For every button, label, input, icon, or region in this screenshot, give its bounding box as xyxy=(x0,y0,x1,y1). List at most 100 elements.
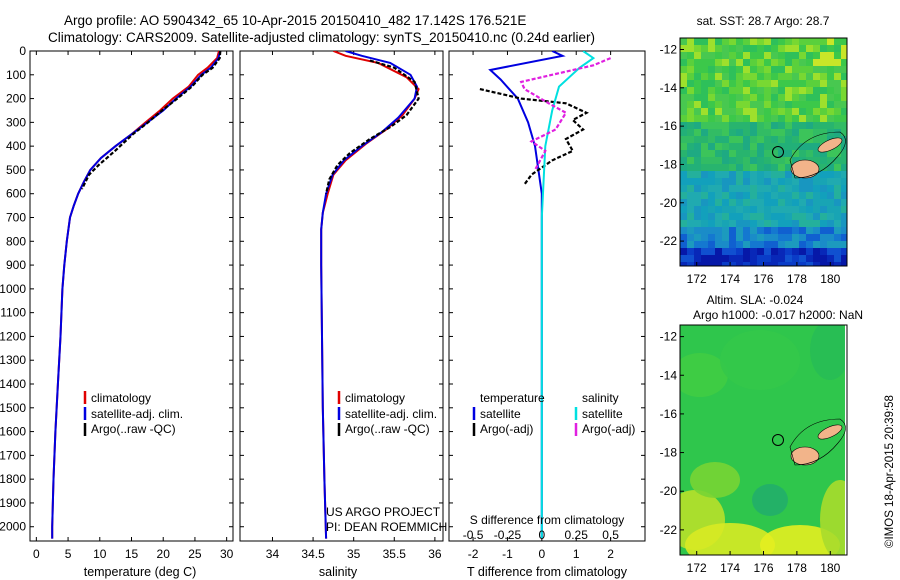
sst-cell xyxy=(764,234,771,241)
sst-cell xyxy=(778,255,785,262)
sst-cell xyxy=(813,199,820,206)
sst-cell xyxy=(771,129,778,136)
sst-cell xyxy=(729,38,736,45)
sst-cell xyxy=(680,234,687,241)
sst-cell xyxy=(799,143,806,150)
temperature-legend: climatology satellite-adj. clim. Argo(..… xyxy=(83,391,183,436)
sst-cell xyxy=(708,248,715,255)
sst-cell xyxy=(694,59,701,66)
sst-cell xyxy=(687,255,694,262)
sst-cell xyxy=(806,59,813,66)
sst-cell xyxy=(813,227,820,234)
sst-cell xyxy=(771,59,778,66)
sst-cell xyxy=(806,220,813,227)
sst-cell xyxy=(680,52,687,59)
sst-cell xyxy=(813,178,820,185)
sst-cell xyxy=(680,45,687,52)
sst-cell xyxy=(708,115,715,122)
sst-cell xyxy=(813,94,820,101)
sst-cell xyxy=(736,45,743,52)
sst-cell xyxy=(694,192,701,199)
sst-cell xyxy=(736,66,743,73)
x-tick-label: -1 xyxy=(502,547,513,561)
sst-cell xyxy=(764,115,771,122)
sst-cell xyxy=(736,262,743,266)
sst-cell xyxy=(813,73,820,80)
sst-cell xyxy=(792,213,799,220)
sst-cell xyxy=(806,80,813,87)
sst-cell xyxy=(799,178,806,185)
sst-cell xyxy=(813,157,820,164)
sst-cell xyxy=(687,87,694,94)
sst-cell xyxy=(792,262,799,266)
sst-cell xyxy=(841,136,847,143)
sst-cell xyxy=(813,150,820,157)
sst-cell xyxy=(764,38,771,45)
sst-cell xyxy=(680,101,687,108)
sst-cell xyxy=(750,255,757,262)
x-tick-label: 35.5 xyxy=(383,547,407,561)
sst-cell xyxy=(715,66,722,73)
sst-cell xyxy=(743,108,750,115)
sst-cell xyxy=(820,129,827,136)
sst-cell xyxy=(743,87,750,94)
sst-cell xyxy=(820,234,827,241)
sst-cell xyxy=(757,227,764,234)
sst-cell xyxy=(841,262,847,266)
y-tick-label: 1900 xyxy=(0,496,26,510)
sst-cell xyxy=(834,157,841,164)
sst-cell xyxy=(827,220,834,227)
sst-cell xyxy=(792,38,799,45)
sst-cell xyxy=(715,143,722,150)
sst-cell xyxy=(827,94,834,101)
sst-cell xyxy=(820,241,827,248)
sst-cell xyxy=(827,122,834,129)
sst-cell xyxy=(820,213,827,220)
sst-cell xyxy=(722,248,729,255)
sst-cell xyxy=(715,199,722,206)
sst-cell xyxy=(813,248,820,255)
sst-cell xyxy=(806,52,813,59)
salinity-legend: climatology satellite-adj. clim. Argo(..… xyxy=(337,391,437,436)
sst-cell xyxy=(680,192,687,199)
sst-cell xyxy=(764,94,771,101)
sst-cell xyxy=(785,101,792,108)
sst-cell xyxy=(722,255,729,262)
sst-cell xyxy=(785,143,792,150)
sst-cell xyxy=(701,101,708,108)
sst-cell xyxy=(778,129,785,136)
sst-cell xyxy=(841,234,847,241)
sst-cell xyxy=(680,213,687,220)
map-y-tick-label: -12 xyxy=(660,42,678,56)
sst-cell xyxy=(736,199,743,206)
sst-cell xyxy=(841,73,847,80)
sst-cell xyxy=(715,171,722,178)
sst-cell xyxy=(750,213,757,220)
sst-cell xyxy=(687,38,694,45)
y-tick-label: 1100 xyxy=(0,306,26,320)
sst-cell xyxy=(687,115,694,122)
sst-cell xyxy=(757,213,764,220)
legend-sat-label: satellite-adj. clim. xyxy=(91,407,183,421)
sst-cell xyxy=(785,108,792,115)
sst-cell xyxy=(708,199,715,206)
sst-cell xyxy=(792,45,799,52)
sst-cell xyxy=(827,171,834,178)
y-tick-label: 800 xyxy=(6,234,26,248)
sst-cell xyxy=(680,115,687,122)
x-tick-label: 0 xyxy=(33,547,40,561)
sst-cell xyxy=(799,59,806,66)
series-line-climatology xyxy=(51,51,220,539)
sst-cell xyxy=(750,73,757,80)
y-tick-label: 2000 xyxy=(0,520,26,534)
sst-cell xyxy=(743,129,750,136)
imos-credit: ©IMOS 18-Apr-2015 20:39:58 xyxy=(884,395,896,548)
sst-cell xyxy=(722,38,729,45)
sst-cell xyxy=(750,199,757,206)
sst-cell xyxy=(792,129,799,136)
sst-cell xyxy=(834,94,841,101)
legend-argo-label: Argo(..raw -QC) xyxy=(91,422,176,436)
sst-cell xyxy=(827,248,834,255)
x2-tick-label: 0.25 xyxy=(565,528,589,542)
y-tick-label: 500 xyxy=(6,163,26,177)
